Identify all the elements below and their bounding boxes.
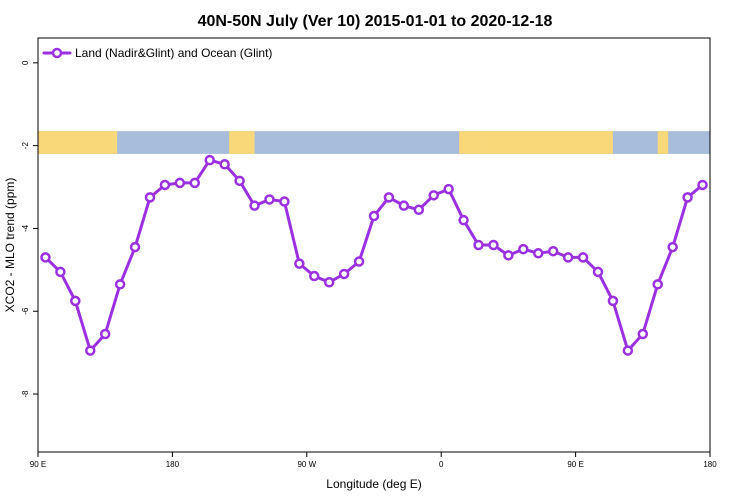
data-point: [562, 252, 574, 263]
map-land: [459, 131, 481, 154]
data-point: [458, 214, 469, 226]
data-point: [488, 239, 499, 251]
legend-label: Land (Nadir&Glint) and Ocean (Glint): [75, 46, 272, 60]
data-point: [70, 295, 81, 307]
data-point: [189, 177, 201, 189]
data-point: [697, 179, 708, 191]
data-point: [547, 245, 559, 257]
x-axis-label: Longitude (deg E): [326, 477, 421, 491]
data-point: [443, 183, 454, 195]
x-axis: 90 E 180 90 W 0 90 E 180: [30, 452, 717, 469]
data-point: [114, 279, 126, 290]
data-point: [249, 200, 260, 211]
data-point: [99, 328, 111, 340]
map-land: [480, 131, 613, 154]
data-point: [682, 192, 693, 203]
x-tick-label: 90 E: [567, 460, 583, 469]
data-point: [577, 252, 589, 263]
data-point: [413, 204, 425, 216]
map-land: [657, 131, 669, 154]
data-point: [622, 345, 634, 356]
x-tick-label: 180: [703, 460, 717, 469]
data-point: [323, 277, 335, 288]
plot-frame: [37, 37, 711, 453]
x-tick-label: 90 E: [30, 460, 46, 469]
data-point: [607, 295, 619, 307]
data-point: [592, 266, 604, 278]
data-point: [174, 177, 186, 189]
data-point: [383, 192, 395, 203]
y-tick-label: -2: [21, 142, 30, 150]
series-layer: [40, 154, 708, 356]
data-point: [144, 192, 156, 203]
data-point: [637, 328, 649, 340]
data-point: [503, 250, 514, 261]
x-tick-label: 0: [439, 460, 444, 469]
y-tick-label: -4: [21, 224, 30, 232]
data-point: [518, 243, 529, 255]
x-tick-label: 90 W: [297, 460, 316, 469]
data-point: [338, 268, 350, 280]
legend-marker: [51, 47, 63, 59]
data-point: [368, 210, 380, 222]
data-point: [159, 179, 171, 191]
data-point: [219, 159, 230, 170]
data-point: [294, 258, 305, 269]
data-point: [652, 279, 663, 290]
map-land: [38, 131, 118, 154]
y-tick-label: -8: [21, 390, 30, 398]
world-map-strip: [38, 131, 710, 154]
x-tick-label: 180: [166, 460, 180, 469]
data-point: [234, 175, 245, 187]
data-point: [279, 196, 290, 207]
data-point: [129, 241, 141, 253]
data-point: [55, 266, 66, 278]
y-axis-label: XCO2 - MLO trend (ppm): [3, 178, 17, 313]
y-axis: 0 -2 -4 -6 -8: [21, 60, 38, 398]
y-tick-label: 0: [21, 60, 30, 65]
map-land: [229, 131, 255, 154]
data-point: [428, 190, 439, 201]
data-point: [473, 239, 484, 251]
data-point: [309, 270, 320, 282]
data-point: [264, 194, 275, 205]
y-tick-label: -6: [21, 307, 30, 315]
data-point: [353, 256, 365, 267]
data-point: [204, 154, 215, 166]
data-point: [40, 252, 51, 263]
data-point: [398, 200, 410, 211]
data-point: [533, 248, 544, 259]
data-point: [667, 241, 678, 253]
series-line: [44, 158, 704, 353]
chart-title: 40N-50N July (Ver 10) 2015-01-01 to 2020…: [198, 13, 553, 30]
legend: Land (Nadir&Glint) and Ocean (Glint): [42, 46, 272, 60]
data-point: [85, 345, 96, 356]
